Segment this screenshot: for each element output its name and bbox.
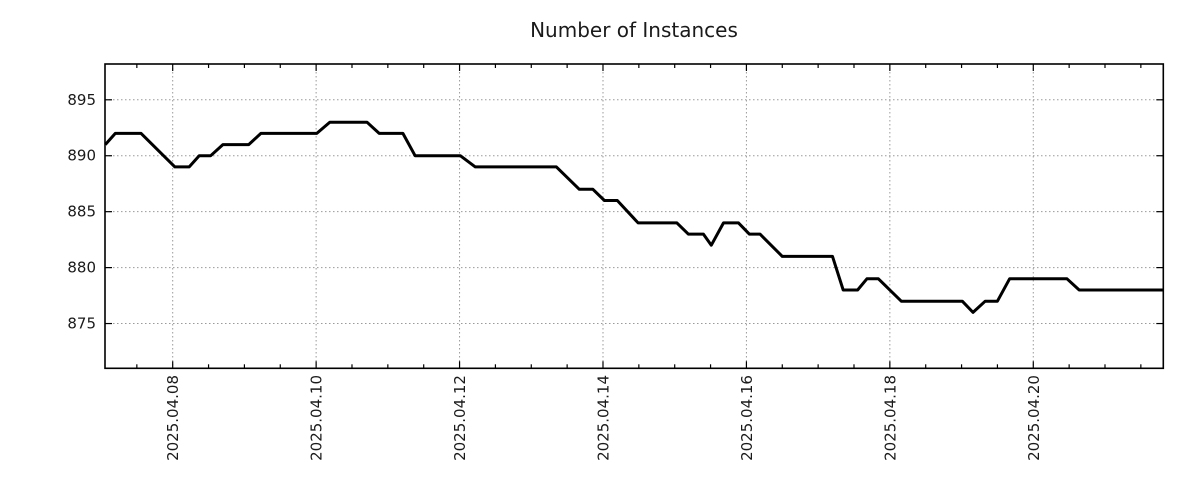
y-tick-label: 875 [67,315,96,333]
label-layer: 875 880 885 890 895 2025.04.08 2025.04.10 2025.… [67,91,1042,461]
x-tick-label: 2025.04.14 [594,375,612,461]
x-tick-label: 2025.04.08 [164,375,182,461]
series-layer [104,120,1164,314]
x-tick-label: 2025.04.18 [881,375,899,461]
plot-border [104,63,1165,370]
grid-layer [105,64,1164,369]
x-tick-label: 2025.04.16 [738,375,756,461]
chart-title: Number of Instances [530,18,738,42]
x-tick-label: 2025.04.20 [1025,375,1043,461]
series-line [104,120,1164,314]
y-tick-label: 890 [67,147,96,165]
axis-layer [104,63,1165,370]
y-tick-label: 885 [67,203,96,221]
x-tick-label: 2025.04.12 [451,375,469,461]
y-tick-label: 895 [67,91,96,109]
y-tick-label: 880 [67,259,96,277]
x-tick-label: 2025.04.10 [308,375,326,461]
